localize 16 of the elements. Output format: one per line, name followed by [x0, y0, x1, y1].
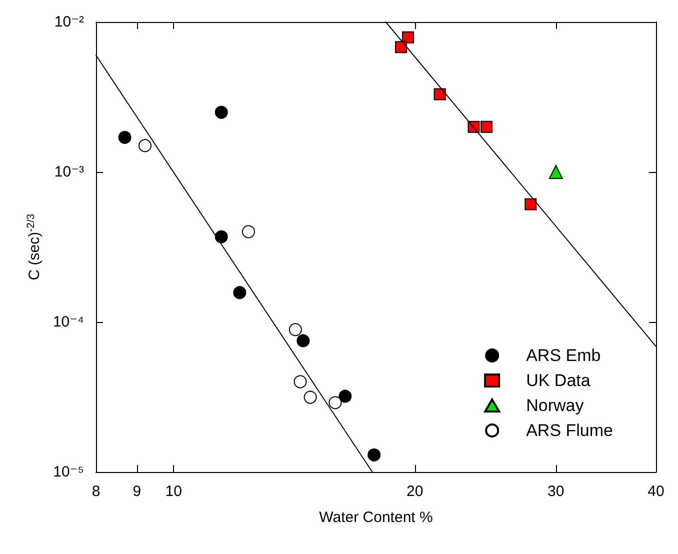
- x-tick-label: 40: [648, 483, 664, 500]
- x-tick-label: 30: [548, 483, 564, 500]
- legend-label: ARS Flume: [526, 421, 614, 440]
- x-tick-label: 9: [132, 483, 142, 500]
- x-tick-label: 8: [92, 483, 100, 500]
- legend-label: ARS Emb: [526, 346, 601, 365]
- y-axis-title: C (sec)-2/3: [24, 214, 44, 280]
- x-tick-label: 20: [406, 483, 424, 500]
- y-tick-label: 10⁻⁵: [53, 464, 84, 480]
- y-tick-label: 10⁻²: [54, 14, 84, 30]
- x-axis-title: Water Content %: [319, 509, 433, 526]
- y-tick-label: 10⁻⁴: [52, 314, 84, 330]
- legend-label: Norway: [526, 396, 584, 415]
- legend-label: UK Data: [526, 371, 591, 390]
- x-tick-label: 10: [165, 483, 182, 500]
- y-tick-label: 10⁻³: [54, 164, 84, 180]
